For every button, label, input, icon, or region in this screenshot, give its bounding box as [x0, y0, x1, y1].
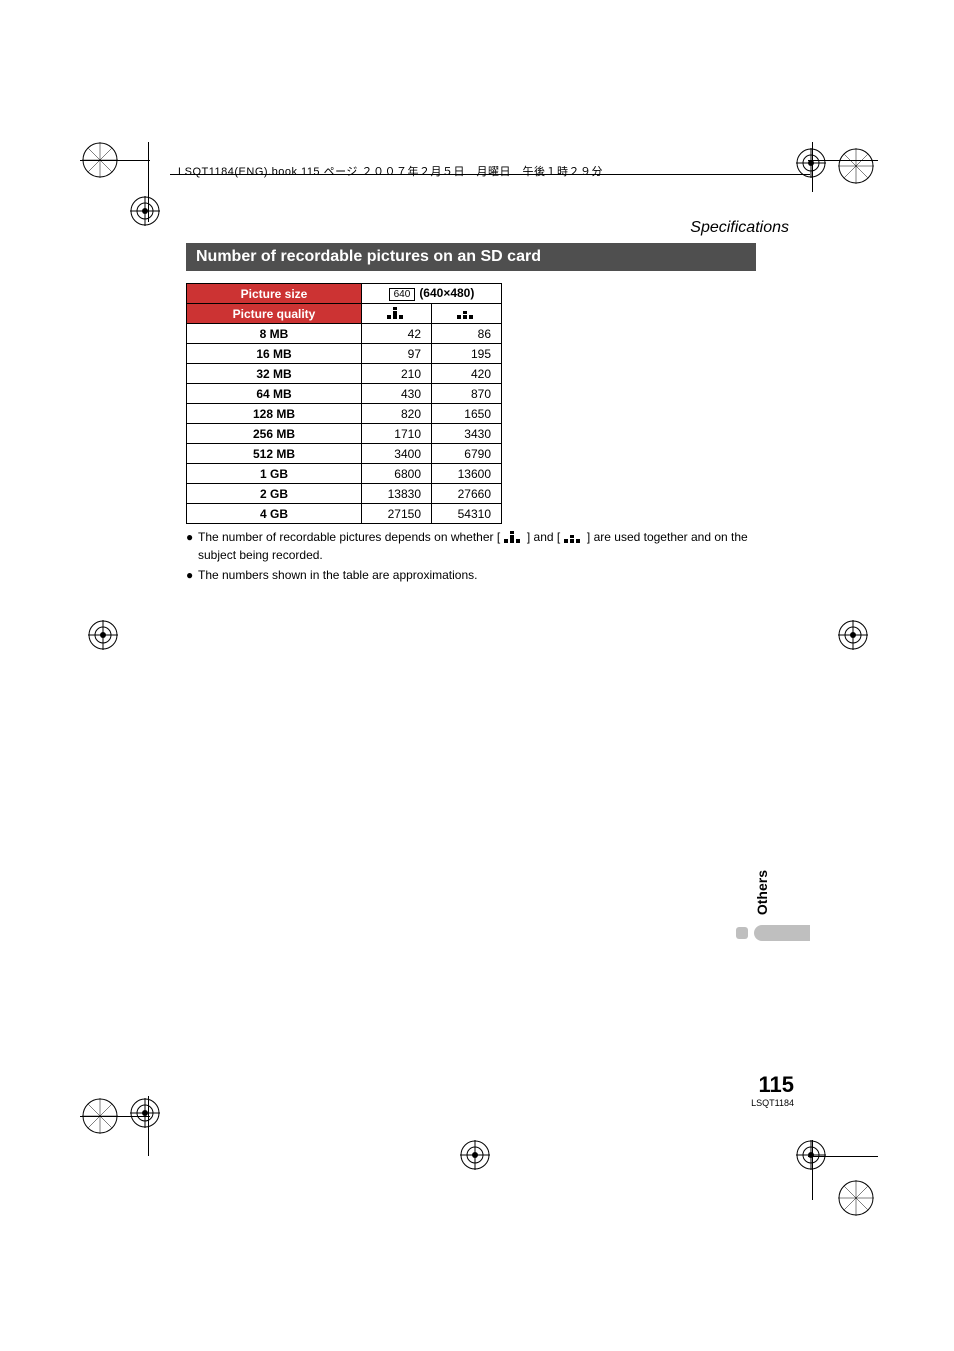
- section-header: Specifications: [690, 219, 789, 237]
- regmark-bottom-right-inner: [796, 1140, 830, 1174]
- crop-line: [812, 1140, 813, 1200]
- regmark-bottom-left-outer: [82, 1098, 122, 1138]
- table-row: 256 MB17103430: [187, 424, 502, 444]
- table-row: 16 MB97195: [187, 344, 502, 364]
- regmark-top-left-inner: [130, 196, 164, 230]
- title-bar: Number of recordable pictures on an SD c…: [186, 243, 756, 271]
- regmark-top-left-outer: [82, 142, 122, 182]
- table-row: 32 MB210420: [187, 364, 502, 384]
- note-1: ● The number of recordable pictures depe…: [186, 528, 756, 564]
- notes: ● The number of recordable pictures depe…: [186, 528, 756, 586]
- others-label: Others: [754, 870, 770, 915]
- table-row: 64 MB430870: [187, 384, 502, 404]
- others-tab: Others: [754, 870, 810, 941]
- doc-code: LSQT1184: [751, 1098, 794, 1108]
- table-row: 1 GB680013600: [187, 464, 502, 484]
- picture-size-value: 640(640×480): [362, 284, 502, 304]
- table-row: 8 MB4286: [187, 324, 502, 344]
- quality-low-icon: [564, 533, 584, 543]
- bullet-icon: ●: [186, 528, 198, 564]
- quality-high-icon: [504, 533, 524, 543]
- regmark-top-right-inner: [796, 148, 830, 182]
- crop-line: [80, 160, 150, 161]
- regmark-bottom-right-outer: [838, 1180, 878, 1220]
- regmark-top-right-outer: [838, 148, 878, 188]
- quality-low-icon-cell: [432, 304, 502, 324]
- th-picture-quality: Picture quality: [187, 304, 362, 324]
- size-box: 640: [389, 288, 416, 301]
- table-row: 2 GB1383027660: [187, 484, 502, 504]
- recordable-pictures-table: Picture size 640(640×480) Picture qualit…: [186, 283, 502, 524]
- regmark-bottom-center: [460, 1140, 494, 1179]
- table-row: 4 GB2715054310: [187, 504, 502, 524]
- th-picture-size: Picture size: [187, 284, 362, 304]
- table-row: 512 MB34006790: [187, 444, 502, 464]
- page-number: 115: [759, 1072, 795, 1097]
- crop-line: [808, 160, 878, 161]
- quality-low-icon: [457, 309, 477, 319]
- regmark-left-mid: [88, 620, 122, 654]
- table-row: 128 MB8201650: [187, 404, 502, 424]
- crop-line: [808, 1156, 878, 1157]
- quality-high-icon: [387, 309, 407, 319]
- page-number-block: 115 LSQT1184: [751, 1072, 794, 1108]
- regmark-right-mid: [838, 620, 872, 654]
- quality-high-icon-cell: [362, 304, 432, 324]
- crop-line: [812, 142, 813, 192]
- crop-line: [148, 142, 149, 222]
- crop-line: [148, 1096, 149, 1156]
- tab-dot-icon: [736, 927, 748, 939]
- bullet-icon: ●: [186, 566, 198, 584]
- note-2: ● The numbers shown in the table are app…: [186, 566, 756, 584]
- book-line: LSQT1184(ENG).book 115 ページ ２００７年２月５日 月曜日…: [178, 163, 603, 179]
- regmark-bottom-left-inner: [130, 1098, 164, 1132]
- tab-block-icon: [754, 925, 810, 941]
- size-dims: (640×480): [419, 286, 474, 300]
- title-text: Number of recordable pictures on an SD c…: [196, 248, 541, 266]
- crop-line: [80, 1116, 150, 1117]
